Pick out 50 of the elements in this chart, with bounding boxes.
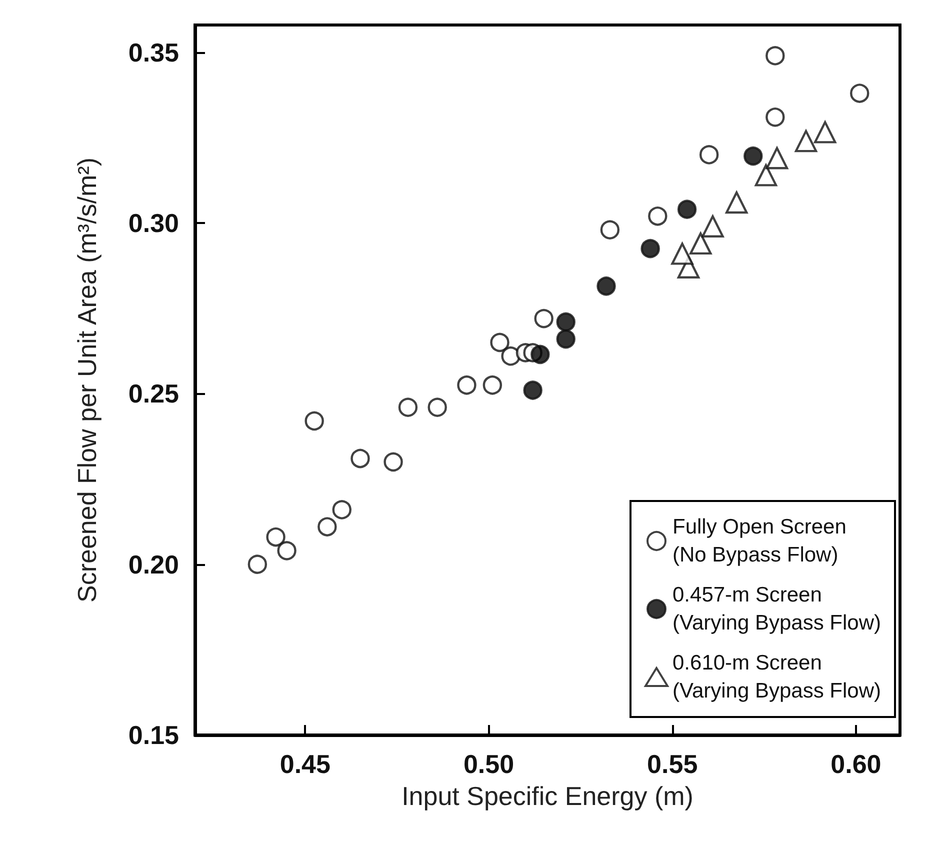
point (766, 147, 788, 170)
point (530, 344, 550, 364)
y-tick-label: 0.30 (128, 208, 179, 238)
point (384, 452, 403, 472)
point (648, 206, 668, 226)
legend-label: Fully Open Screen (No Bypass Flow) (672, 516, 846, 566)
x-axis-title: Input Specific Energy (m) (402, 781, 694, 811)
point (640, 238, 660, 258)
x-tick-label: 0.45 (280, 749, 330, 779)
point (671, 242, 694, 265)
point (766, 46, 785, 66)
point (766, 108, 785, 127)
point (332, 500, 352, 520)
point (523, 380, 542, 400)
y-tick-label: 0.15 (128, 720, 179, 750)
point (556, 329, 576, 349)
x-tick-label: 0.60 (830, 749, 882, 779)
point (726, 191, 748, 214)
point (428, 398, 447, 417)
legend-label: 0.457-m Screen (Varying Bypass Flow) (672, 584, 882, 634)
point (318, 517, 337, 536)
point (794, 130, 818, 152)
point (850, 84, 870, 103)
x-tick-label: 0.50 (463, 749, 514, 779)
point (534, 308, 554, 328)
point (754, 164, 778, 186)
point (457, 376, 476, 395)
point (277, 541, 296, 560)
point (350, 448, 370, 468)
point (690, 232, 712, 255)
point (814, 121, 836, 144)
y-axis-title: Screened Flow per Unit Area (m³/s/m²) (72, 157, 102, 603)
point (398, 398, 418, 417)
point (266, 527, 286, 547)
point (699, 145, 719, 164)
point (556, 312, 576, 332)
point (744, 146, 763, 166)
y-tick-label: 0.35 (128, 37, 179, 68)
point (677, 200, 697, 219)
point (490, 332, 510, 352)
x-tick-label: 0.55 (647, 749, 698, 779)
legend-label: 0.610-m Screen (Varying Bypass Flow) (672, 652, 882, 702)
point (482, 376, 502, 395)
point (304, 411, 324, 431)
y-tick-label: 0.25 (128, 378, 179, 409)
point (600, 220, 620, 240)
point (248, 554, 268, 574)
y-tick-label: 0.20 (128, 549, 179, 580)
point (596, 276, 616, 296)
point (702, 215, 724, 238)
